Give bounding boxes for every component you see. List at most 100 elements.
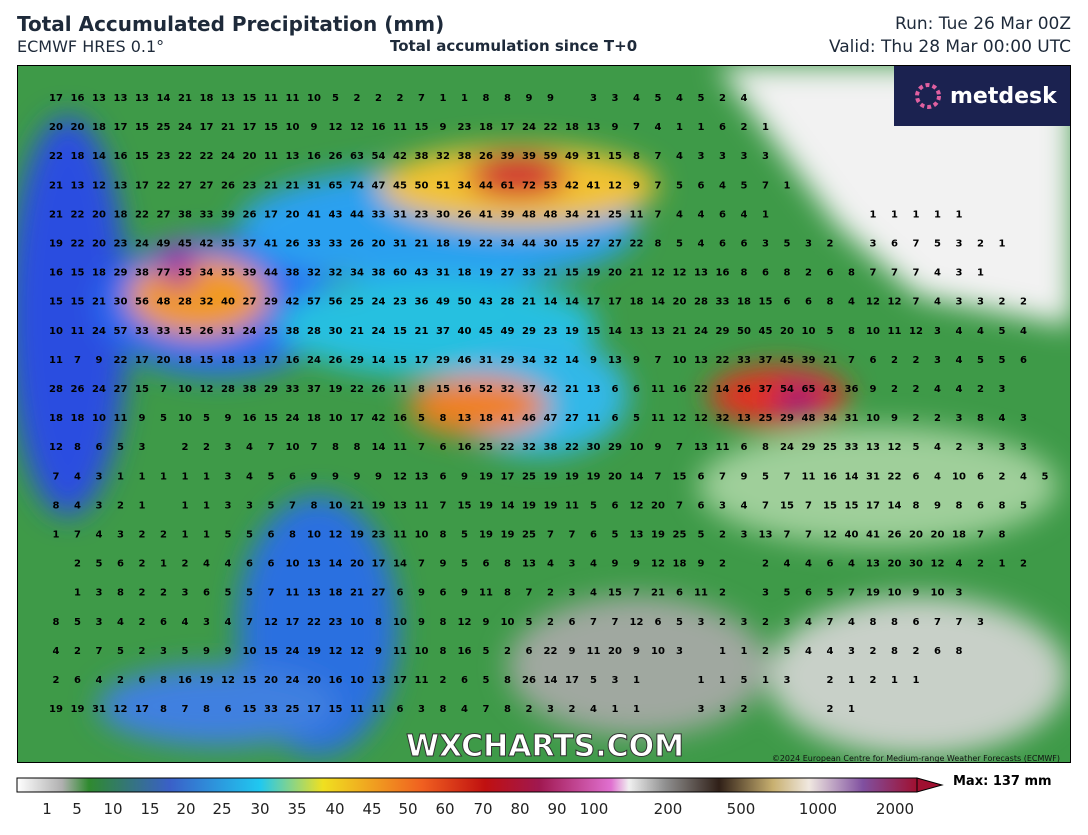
grid-value: 8 [117, 588, 124, 599]
grid-value: 25 [264, 326, 278, 337]
grid-value: 33 [845, 442, 859, 453]
grid-value: 1 [74, 588, 81, 599]
grid-value: 6 [483, 559, 490, 570]
grid-value: 19 [565, 326, 579, 337]
grid-value: 11 [393, 646, 407, 657]
grid-value: 7 [96, 646, 103, 657]
grid-value: 8 [956, 500, 963, 511]
grid-value: 5 [182, 646, 189, 657]
grid-value: 27 [200, 180, 214, 191]
grid-value: 13 [114, 93, 128, 104]
grid-value: 49 [436, 297, 450, 308]
grid-value: 26 [522, 675, 536, 686]
grid-value: 4 [698, 239, 705, 250]
grid-value: 8 [977, 413, 984, 424]
grid-value: 57 [307, 297, 321, 308]
grid-value: 6 [612, 384, 619, 395]
grid-value: 54 [372, 151, 386, 162]
grid-value: 11 [415, 675, 429, 686]
value-grid: 17 16 13 13 13 14 21 18 13 15 11 11 10 5 2 2 2 7 1 1 8 8 9 9 3 3 4… [49, 93, 1048, 715]
grid-value: 28 [221, 384, 235, 395]
grid-value: 3 [612, 93, 619, 104]
grid-value: 7 [289, 500, 296, 511]
grid-value: 11 [630, 209, 644, 220]
grid-value: 3 [182, 588, 189, 599]
grid-value: 9 [203, 646, 210, 657]
grid-value: 26 [71, 384, 85, 395]
grid-value: 7 [483, 704, 490, 715]
grid-value: 7 [870, 268, 877, 279]
grid-value: 14 [329, 559, 343, 570]
grid-value: 3 [784, 617, 791, 628]
grid-value: 2 [182, 442, 189, 453]
grid-value: 3 [698, 617, 705, 628]
grid-value: 40 [845, 530, 859, 541]
grid-value: 2 [203, 442, 210, 453]
grid-value: 43 [329, 209, 343, 220]
grid-value: 8 [848, 326, 855, 337]
grid-value: 32 [329, 268, 343, 279]
grid-value: 14 [845, 471, 859, 482]
grid-value: 2 [827, 239, 834, 250]
grid-value: 13 [92, 93, 106, 104]
grid-value: 30 [329, 326, 343, 337]
grid-value: 14 [630, 471, 644, 482]
grid-value: 7 [311, 442, 318, 453]
grid-value: 2 [182, 559, 189, 570]
grid-value: 18 [71, 151, 85, 162]
grid-value: 17 [114, 122, 128, 133]
grid-value: 7 [655, 180, 662, 191]
grid-value: 1 [719, 675, 726, 686]
grid-value: 19 [329, 384, 343, 395]
grid-value: 20 [307, 675, 321, 686]
grid-value: 19 [587, 268, 601, 279]
grid-value: 14 [565, 355, 579, 366]
grid-value: 17 [135, 180, 149, 191]
grid-value: 2 [999, 297, 1006, 308]
grid-value: 4 [956, 355, 963, 366]
grid-value: 18 [479, 413, 493, 424]
grid-value: 20 [286, 209, 300, 220]
grid-value: 7 [526, 588, 533, 599]
grid-value: 17 [243, 122, 257, 133]
grid-value: 25 [673, 530, 687, 541]
grid-value: 22 [307, 617, 321, 628]
grid-value: 7 [784, 530, 791, 541]
grid-value: 38 [415, 151, 429, 162]
grid-value: 34 [350, 268, 364, 279]
grid-value: 15 [243, 675, 257, 686]
grid-value: 4 [999, 413, 1006, 424]
grid-value: 13 [135, 93, 149, 104]
grid-value: 3 [762, 151, 769, 162]
grid-value: 2 [397, 93, 404, 104]
grid-value: 1 [160, 471, 167, 482]
grid-value: 15 [823, 500, 837, 511]
grid-value: 37 [759, 355, 773, 366]
grid-value: 50 [415, 180, 429, 191]
grid-value: 5 [268, 471, 275, 482]
grid-value: 77 [157, 268, 171, 279]
grid-value: 13 [458, 413, 472, 424]
grid-value: 10 [286, 559, 300, 570]
grid-value: 18 [178, 355, 192, 366]
grid-value: 15 [329, 704, 343, 715]
colorbar-tick-label: 80 [510, 800, 529, 818]
grid-value: 14 [372, 355, 386, 366]
grid-value: 4 [182, 617, 189, 628]
grid-value: 6 [440, 588, 447, 599]
grid-value: 10 [329, 500, 343, 511]
grid-value: 3 [590, 93, 597, 104]
grid-value: 24 [286, 675, 300, 686]
grid-value: 1 [461, 93, 468, 104]
grid-value: 12 [673, 413, 687, 424]
grid-value: 12 [49, 442, 63, 453]
grid-value: 12 [92, 180, 106, 191]
grid-value: 5 [676, 239, 683, 250]
grid-value: 29 [716, 326, 730, 337]
grid-value: 4 [225, 559, 232, 570]
grid-value: 49 [565, 151, 579, 162]
grid-value: 17 [587, 297, 601, 308]
grid-value: 9 [633, 559, 640, 570]
grid-value: 9 [913, 588, 920, 599]
grid-value: 3 [160, 646, 167, 657]
